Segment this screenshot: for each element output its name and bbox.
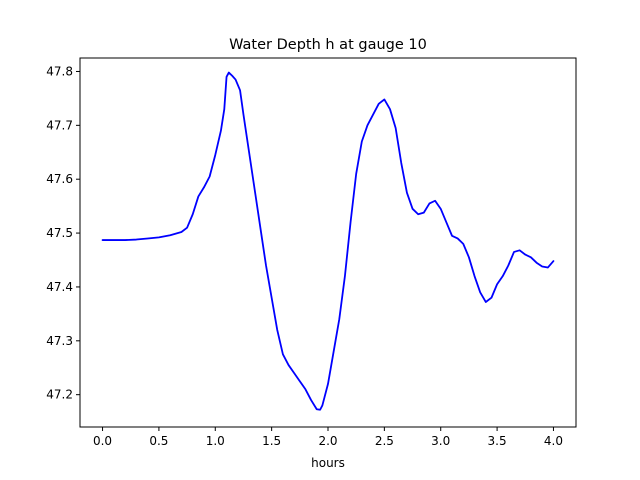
x-tick-label: 2.0 [318,434,337,448]
x-tick-label: 1.5 [262,434,281,448]
y-tick-label: 47.6 [46,172,73,186]
axes-frame [79,57,577,428]
y-axis-ticks: 47.2 47.3 47.4 47.5 47.6 47.7 47.8 [46,64,80,402]
y-tick-label: 47.7 [46,118,73,132]
x-tick-label: 1.0 [206,434,225,448]
x-axis-ticks: 0.0 0.5 1.0 1.5 2.0 2.5 3.0 3.5 4.0 [93,427,563,448]
x-axis-label: hours [311,456,345,470]
y-tick-label: 47.8 [46,64,73,78]
x-tick-label: 3.0 [431,434,450,448]
x-tick-label: 3.5 [488,434,507,448]
plot-area [79,57,577,428]
x-tick-label: 2.5 [375,434,394,448]
y-tick-label: 47.2 [46,388,73,402]
chart-title: Water Depth h at gauge 10 [229,37,427,53]
series-line-0 [101,71,555,411]
y-tick-label: 47.3 [46,334,73,348]
x-tick-label: 0.5 [149,434,168,448]
x-tick-label: 4.0 [544,434,563,448]
y-tick-label: 47.5 [46,226,73,240]
x-tick-label: 0.0 [93,434,112,448]
y-tick-label: 47.4 [46,280,73,294]
